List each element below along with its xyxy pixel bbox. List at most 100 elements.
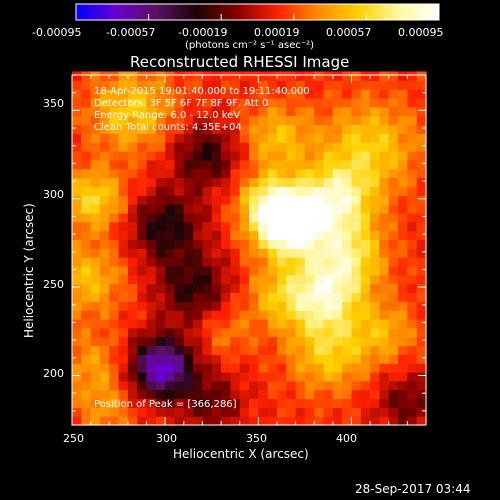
heatmap-cell [155, 186, 166, 196]
heatmap-cell [211, 80, 222, 90]
heatmap-cell [90, 292, 101, 302]
heatmap-cell [304, 257, 315, 267]
heatmap-cell [342, 221, 353, 232]
heatmap-cell [407, 221, 418, 232]
heatmap-cell [165, 168, 176, 179]
heatmap-cell [239, 345, 250, 355]
heatmap-cell [398, 71, 408, 81]
heatmap-cell [90, 168, 101, 179]
heatmap-cell [416, 142, 427, 152]
heatmap-cell [360, 248, 371, 258]
heatmap-cell [314, 230, 325, 240]
heatmap-cell [342, 416, 353, 426]
heatmap-cell [90, 283, 101, 294]
heatmap-cell [258, 354, 269, 364]
heatmap-cell [109, 204, 120, 214]
heatmap-cell [286, 354, 297, 364]
heatmap-cell [230, 265, 241, 276]
heatmap-cell [360, 257, 371, 267]
heatmap-cell [165, 221, 176, 232]
heatmap-cell [230, 80, 241, 90]
heatmap-cell [360, 115, 371, 126]
heatmap-cell [286, 195, 297, 205]
heatmap-cell [90, 124, 101, 134]
heatmap-cell [398, 274, 408, 285]
heatmap-cell [398, 248, 408, 258]
heatmap-cell [72, 363, 82, 373]
heatmap-cell [211, 283, 222, 294]
heatmap-cell [99, 106, 110, 117]
heatmap-cell [407, 327, 418, 338]
heatmap-cell [183, 97, 194, 108]
colorbar-tick-label: -0.00019 [178, 26, 228, 39]
heatmap-cell [81, 97, 92, 108]
heatmap-cell [258, 407, 269, 417]
heatmap-cell [221, 230, 231, 240]
heatmap-cell [407, 274, 418, 285]
heatmap-cell [314, 380, 325, 391]
heatmap-cell [370, 416, 381, 426]
heatmap-cell [332, 398, 343, 408]
heatmap-cell [360, 212, 371, 223]
heatmap-cell [239, 318, 250, 329]
heatmap-cell [370, 380, 381, 391]
heatmap-cell [137, 354, 148, 364]
heatmap-cell [230, 354, 241, 364]
heatmap-cell [137, 221, 148, 232]
heatmap-cell [295, 124, 306, 134]
heatmap-cell [221, 151, 231, 161]
heatmap-cell [323, 177, 334, 187]
heatmap-cell [416, 239, 427, 249]
heatmap-cell [295, 354, 306, 364]
heatmap-cell [286, 142, 297, 152]
heatmap-cell [360, 106, 371, 117]
heatmap-cell [90, 301, 101, 311]
heatmap-cell [193, 124, 204, 134]
heatmap-cell [388, 142, 399, 152]
heatmap-cell [370, 354, 381, 364]
heatmap-cell [323, 239, 334, 249]
heatmap-cell [109, 354, 120, 364]
heatmap-cell [174, 115, 185, 126]
heatmap-cell [137, 177, 148, 187]
heatmap-cell [295, 106, 306, 117]
heatmap-cell [127, 230, 138, 240]
heatmap-cell [314, 292, 325, 302]
heatmap-cell [276, 133, 287, 143]
heatmap-cell [81, 283, 92, 294]
heatmap-cell [416, 204, 427, 214]
heatmap-cell [193, 318, 204, 329]
heatmap-cell [239, 389, 250, 400]
heatmap-cell [258, 327, 269, 338]
heatmap-cell [304, 310, 315, 320]
heatmap-cell [342, 345, 353, 355]
heatmap-cell [230, 133, 241, 143]
heatmap-cell [109, 345, 120, 355]
heatmap-cell [379, 257, 390, 267]
heatmap-cell [370, 106, 381, 117]
heatmap-cell [416, 115, 427, 126]
heatmap-cell [360, 274, 371, 285]
heatmap-cell [295, 168, 306, 179]
heatmap-cell [388, 159, 399, 170]
heatmap-cell [183, 177, 194, 187]
heatmap-cell [72, 265, 82, 276]
heatmap-cell [351, 371, 362, 382]
heatmap-cell [295, 292, 306, 302]
heatmap-cell [127, 345, 138, 355]
heatmap-cell [118, 159, 129, 170]
heatmap-cell [360, 265, 371, 276]
heatmap-cell [258, 230, 269, 240]
heatmap-cell [193, 97, 204, 108]
heatmap-cell [304, 133, 315, 143]
heatmap-cell [202, 283, 213, 294]
heatmap-cell [239, 398, 250, 408]
heatmap-cell [398, 204, 408, 214]
heatmap-cell [155, 142, 166, 152]
heatmap-cell [230, 318, 241, 329]
heatmap-cell [407, 380, 418, 391]
heatmap-cell [351, 159, 362, 170]
heatmap-cell [323, 257, 334, 267]
heatmap-cell [398, 345, 408, 355]
heatmap-cell [398, 142, 408, 152]
